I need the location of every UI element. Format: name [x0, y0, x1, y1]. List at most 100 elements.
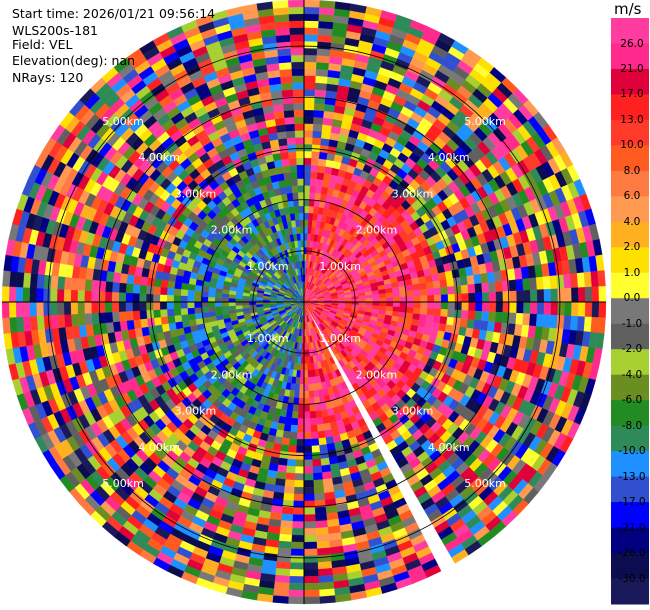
velocity-cell: [295, 445, 305, 454]
velocity-cell: [279, 450, 289, 460]
velocity-cell: [468, 292, 476, 303]
velocity-cell: [405, 284, 414, 292]
velocity-cell: [297, 411, 305, 419]
velocity-cell: [307, 376, 313, 385]
velocity-cell: [303, 589, 320, 598]
velocity-cell: [323, 422, 332, 431]
velocity-cell: [145, 301, 154, 311]
velocity-cell: [522, 313, 531, 326]
velocity-cell: [515, 312, 524, 326]
velocity-cell: [316, 540, 330, 549]
velocity-cell: [578, 301, 586, 317]
velocity-cell: [488, 281, 497, 293]
velocity-cell: [91, 279, 100, 292]
velocity-cell: [289, 431, 298, 440]
velocity-cell: [467, 283, 476, 294]
velocity-cell: [516, 301, 524, 314]
velocity-cell: [466, 319, 475, 330]
velocity-cell: [303, 34, 319, 42]
velocity-cell: [591, 286, 600, 303]
velocity-cell: [411, 277, 420, 285]
velocity-cell: [316, 417, 324, 426]
velocity-cell: [188, 319, 197, 327]
velocity-cell: [427, 295, 435, 303]
velocity-cell: [454, 293, 463, 303]
velocity-cell: [523, 289, 531, 303]
velocity-cell: [111, 291, 120, 303]
velocity-cell: [295, 459, 305, 467]
velocity-cell: [311, 445, 320, 453]
velocity-cell: [153, 278, 162, 288]
velocity-cell: [9, 316, 18, 334]
velocity-cell: [139, 301, 147, 311]
velocity-cell: [290, 541, 305, 550]
velocity-cell: [459, 318, 468, 328]
velocity-cell: [180, 314, 189, 322]
velocity-cell: [322, 415, 330, 425]
velocity-cell: [413, 295, 421, 303]
velocity-cell: [318, 158, 327, 167]
velocity-cell: [292, 404, 299, 412]
velocity-cell: [308, 205, 315, 214]
velocity-cell: [314, 82, 328, 91]
velocity-cell: [426, 308, 435, 316]
velocity-cell: [313, 486, 325, 495]
velocity-cell: [303, 89, 316, 97]
velocity-cell: [153, 309, 161, 318]
velocity-cell: [214, 297, 222, 303]
velocity-cell: [488, 311, 497, 323]
velocity-cell: [291, 411, 299, 419]
velocity-cell: [598, 286, 607, 303]
velocity-cell: [460, 310, 469, 320]
velocity-cell: [15, 301, 24, 318]
velocity-cell: [474, 283, 483, 294]
velocity-cell: [482, 301, 490, 312]
velocity-cell: [180, 301, 188, 309]
velocity-cell: [308, 383, 314, 392]
velocity-cell: [584, 286, 593, 303]
velocity-cell: [291, 521, 305, 529]
velocity-cell: [303, 102, 315, 111]
velocity-cell: [296, 432, 305, 440]
velocity-cell: [57, 276, 66, 290]
velocity-cell: [309, 185, 317, 193]
velocity-cell: [174, 281, 183, 290]
velocity-cell: [536, 301, 545, 315]
velocity-cell: [242, 304, 250, 309]
velocity-cell: [309, 192, 316, 200]
velocity-cell: [473, 319, 482, 331]
velocity-cell: [440, 301, 449, 310]
velocity-cell: [317, 430, 326, 439]
velocity-cell: [303, 20, 319, 28]
velocity-cells: [1, 0, 607, 605]
velocity-cell: [303, 219, 309, 227]
velocity-cell: [272, 588, 290, 597]
velocity-cell: [228, 305, 236, 311]
velocity-cell: [286, 458, 296, 467]
velocity-cell: [146, 277, 156, 287]
velocity-cell: [105, 311, 114, 323]
velocity-cell: [440, 294, 449, 303]
velocity-cell: [446, 316, 455, 326]
velocity-cell: [550, 301, 559, 316]
velocity-cell: [598, 301, 607, 318]
velocity-cell: [312, 458, 322, 467]
velocity-cell: [425, 314, 434, 323]
velocity-cell: [417, 276, 427, 284]
velocity-cell: [285, 465, 296, 474]
velocity-cell: [303, 205, 310, 214]
velocity-cell: [132, 310, 141, 321]
velocity-cell: [303, 130, 314, 138]
velocity-cell: [2, 270, 11, 287]
velocity-cell: [494, 311, 503, 323]
velocity-cell: [299, 377, 305, 385]
velocity-cell: [318, 588, 336, 597]
velocity-cell: [288, 596, 305, 605]
velocity-cell: [597, 270, 606, 287]
velocity-cell: [590, 316, 599, 334]
velocity-cell: [125, 301, 133, 312]
velocity-cell: [312, 130, 323, 139]
velocity-cell: [406, 307, 414, 314]
velocity-cell: [180, 288, 189, 297]
velocity-cell: [43, 301, 51, 316]
